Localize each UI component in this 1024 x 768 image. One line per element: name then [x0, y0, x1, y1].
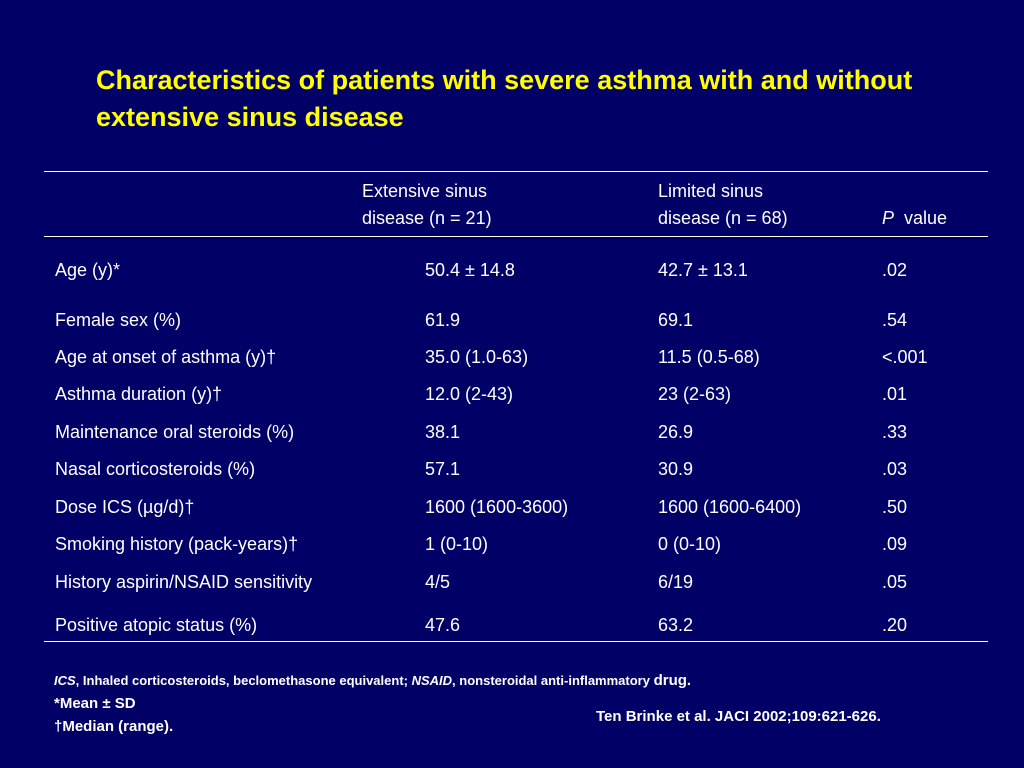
row-label: Smoking history (pack-years)†: [55, 534, 299, 554]
row-label: History aspirin/NSAID sensitivity: [55, 572, 313, 592]
footnote-mean: *Mean ± SD: [54, 695, 136, 712]
row-label: Nasal corticosteroids (%): [55, 459, 256, 479]
footnote-ics-abbr: ICS: [54, 673, 76, 688]
row-label: Female sex (%): [55, 310, 182, 330]
header-extensive-line2: disease (n = 21): [362, 208, 492, 228]
row-limited: 30.9: [658, 459, 694, 479]
row-limited: 42.7 ± 13.1: [658, 260, 748, 280]
row-p-value: .05: [882, 572, 908, 592]
header-p-rest: value: [904, 208, 948, 228]
footnote-drug-word: drug.: [653, 672, 692, 689]
slide-title: Characteristics of patients with severe …: [96, 65, 913, 132]
row-limited: 1600 (1600-6400): [658, 497, 802, 517]
citation: Ten Brinke et al. JACI 2002;109:621-626.: [596, 708, 881, 725]
row-limited: 11.5 (0.5-68): [658, 347, 760, 367]
header-limited-line2: disease (n = 68): [658, 208, 788, 228]
row-p-value: .33: [882, 422, 908, 442]
header-extensive-line1: Extensive sinus: [362, 181, 488, 201]
row-p-value: .09: [882, 534, 908, 554]
row-extensive: 61.9: [425, 310, 461, 330]
row-p-value: .54: [882, 310, 908, 330]
row-extensive: 1600 (1600-3600): [425, 497, 569, 517]
header-limited-line1: Limited sinus: [658, 181, 764, 201]
row-label: Dose ICS (µg/d)†: [55, 497, 195, 517]
row-limited: 23 (2-63): [658, 384, 732, 404]
row-label: Maintenance oral steroids (%): [55, 422, 295, 442]
footnote-median: †Median (range).: [54, 718, 174, 735]
table-bottom-rule: [44, 641, 988, 642]
row-extensive: 1 (0-10): [425, 534, 489, 554]
footnote-nsaid-text: , nonsteroidal anti-inflammatory: [452, 673, 654, 688]
header-extensive-sinus: Extensive sinus disease (n = 21): [362, 178, 492, 232]
row-label: Age (y)*: [55, 260, 121, 280]
footnote-ics-text: , Inhaled corticosteroids, beclomethason…: [75, 673, 412, 688]
row-extensive: 47.6: [425, 615, 461, 635]
row-label: Asthma duration (y)†: [55, 384, 223, 404]
row-limited: 63.2: [658, 615, 694, 635]
row-label: Age at onset of asthma (y)†: [55, 347, 277, 367]
row-p-value: .20: [882, 615, 908, 635]
row-limited: 0 (0-10): [658, 534, 722, 554]
row-extensive: 35.0 (1.0-63): [425, 347, 529, 367]
header-p-value: P value: [882, 205, 947, 232]
header-limited-sinus: Limited sinus disease (n = 68): [658, 178, 788, 232]
header-p-italic: P: [882, 208, 895, 228]
row-p-value: .50: [882, 497, 908, 517]
row-label: Positive atopic status (%): [55, 615, 258, 635]
row-limited: 69.1: [658, 310, 694, 330]
row-extensive: 38.1: [425, 422, 461, 442]
table-top-rule: [44, 171, 988, 172]
row-extensive: 57.1: [425, 459, 461, 479]
table-header-rule: [44, 236, 988, 237]
footnote-nsaid-abbr: NSAID: [411, 673, 453, 688]
row-p-value: <.001: [882, 347, 928, 367]
footnote-abbreviations: ICS, Inhaled corticosteroids, beclometha…: [54, 672, 691, 689]
row-p-value: .02: [882, 260, 908, 280]
row-p-value: .03: [882, 459, 908, 479]
row-extensive: 50.4 ± 14.8: [425, 260, 515, 280]
row-extensive: 12.0 (2-43): [425, 384, 514, 404]
row-limited: 6/19: [658, 572, 694, 592]
row-extensive: 4/5: [425, 572, 451, 592]
row-p-value: .01: [882, 384, 908, 404]
row-limited: 26.9: [658, 422, 694, 442]
